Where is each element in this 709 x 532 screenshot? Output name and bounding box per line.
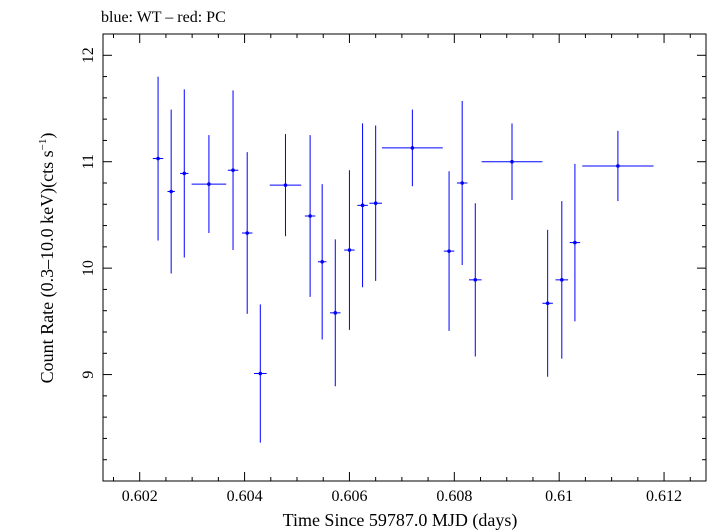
data-point	[569, 163, 581, 322]
point-marker	[360, 203, 365, 208]
point-marker	[373, 201, 378, 206]
y-tick-label: 9	[80, 371, 97, 379]
data-point	[304, 135, 316, 297]
point-marker	[333, 311, 338, 315]
data-point	[269, 134, 302, 237]
data-point	[241, 152, 253, 314]
axis-tick-labels: 0.602 0.604 0.606 0.608 0.61 0.612 9 10 11 12	[80, 47, 682, 505]
point-marker	[616, 164, 620, 168]
point-marker	[245, 231, 249, 235]
point-marker	[460, 181, 464, 185]
data-point	[330, 239, 341, 387]
data-point	[542, 229, 553, 377]
point-marker	[308, 214, 312, 218]
point-marker	[510, 159, 514, 164]
point-marker	[182, 171, 187, 176]
point-marker	[545, 301, 550, 306]
data-point	[456, 101, 468, 265]
y-tick-label: 12	[80, 47, 97, 63]
point-marker	[156, 156, 160, 161]
x-tick-label: 0.61	[545, 488, 573, 505]
point-marker	[258, 371, 263, 376]
x-tick-label: 0.602	[122, 488, 158, 505]
point-marker	[560, 278, 564, 282]
point-marker	[231, 168, 235, 173]
y-tick-label: 11	[80, 154, 97, 169]
data-point	[167, 109, 175, 274]
axis-ticks	[103, 33, 706, 482]
data-point	[152, 76, 164, 241]
data-point	[357, 123, 368, 288]
data-point	[582, 130, 654, 202]
data-points	[152, 76, 654, 443]
y-axis-label-end: )	[37, 133, 58, 139]
x-tick-label: 0.612	[646, 488, 682, 505]
point-marker	[207, 182, 211, 186]
data-point	[227, 90, 239, 251]
data-point	[555, 201, 569, 359]
point-marker	[347, 248, 352, 252]
y-axis-label-exponent: −1	[37, 139, 49, 151]
x-tick-label: 0.608	[436, 488, 472, 505]
data-point	[254, 304, 267, 443]
data-point	[180, 89, 189, 258]
data-point	[443, 171, 455, 331]
point-marker	[283, 183, 288, 187]
data-point	[191, 135, 227, 234]
data-point	[317, 184, 327, 340]
data-point	[481, 123, 543, 201]
point-marker	[410, 146, 415, 150]
plot-frame	[102, 33, 707, 482]
point-marker	[169, 189, 173, 194]
point-marker	[447, 249, 451, 253]
data-point	[468, 203, 482, 357]
chart-title: blue: WT – red: PC	[101, 9, 226, 26]
data-point	[381, 109, 443, 187]
x-tick-label: 0.604	[227, 488, 263, 505]
y-axis-label-main: Count Rate (0.3–10.0 keV)(cts s	[37, 150, 58, 383]
point-marker	[573, 240, 577, 245]
x-axis-label: Time Since 59787.0 MJD (days)	[283, 510, 518, 531]
data-point	[344, 170, 355, 330]
y-axis-label: Count Rate (0.3–10.0 keV)(cts s−1)	[37, 133, 58, 384]
point-marker	[473, 278, 478, 282]
data-point	[369, 125, 382, 281]
point-marker	[320, 259, 324, 264]
x-tick-label: 0.606	[331, 488, 367, 505]
y-tick-label: 10	[80, 260, 97, 276]
